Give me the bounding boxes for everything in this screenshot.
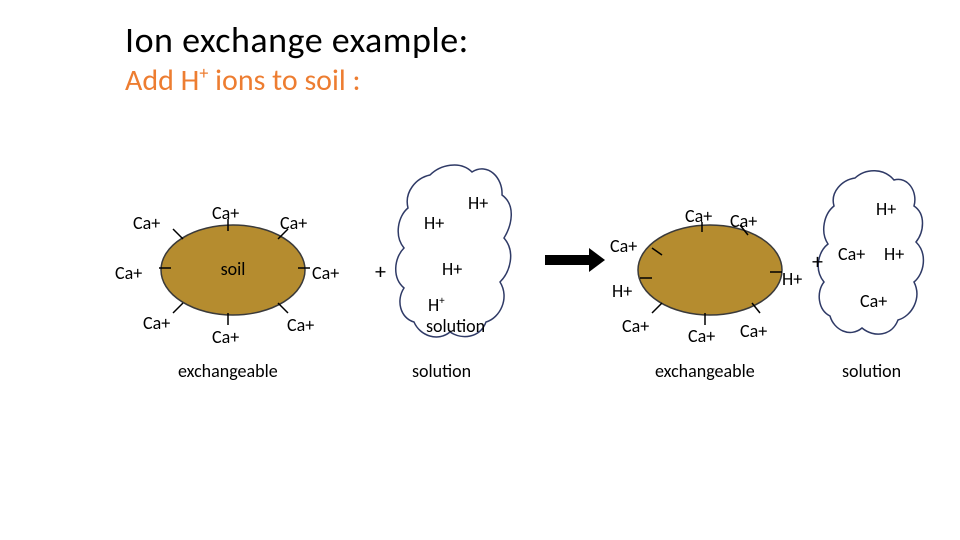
ion-label: H+ — [876, 198, 896, 220]
solution-blob-left — [396, 165, 512, 337]
ion-label: Ca+ — [838, 243, 865, 265]
soil-center-label-left: soil — [221, 258, 246, 280]
ion-label: H+ — [468, 192, 488, 214]
ion-label: H+ — [424, 212, 444, 234]
page-title: Ion exchange example: — [125, 18, 469, 62]
ion-label: H+ — [442, 258, 462, 280]
ion-label: Ca+ — [622, 315, 649, 337]
ion-label: H+ — [428, 294, 445, 316]
blob-caption-right: solution — [842, 360, 901, 382]
soil-ellipse-left — [161, 225, 305, 315]
ion-label: Ca+ — [688, 325, 715, 347]
reaction-arrow — [545, 248, 605, 272]
ion-label: Ca+ — [212, 326, 239, 348]
ion-tick — [652, 248, 662, 255]
ion-label: Ca+ — [740, 320, 767, 342]
ion-label: H+ — [612, 280, 632, 302]
ion-label: Ca+ — [685, 205, 712, 227]
ion-tick — [278, 303, 288, 313]
ion-tick — [652, 303, 662, 313]
blob-inner-label-left: solution — [426, 315, 485, 337]
plus-sign: + — [375, 258, 386, 285]
ion-label: Ca+ — [287, 314, 314, 336]
ion-label: Ca+ — [730, 210, 757, 232]
ion-label: Ca+ — [133, 212, 160, 234]
soil-caption-left: exchangeable — [178, 360, 278, 382]
soil-ellipse-right — [638, 225, 782, 315]
ion-label: Ca+ — [212, 202, 239, 224]
ion-tick — [173, 303, 183, 313]
plus-sign: + — [812, 248, 823, 275]
ion-label: H+ — [884, 243, 904, 265]
ion-tick — [173, 229, 183, 239]
ion-label: Ca+ — [312, 262, 339, 284]
ion-label: H+ — [782, 268, 802, 290]
ion-label: Ca+ — [610, 235, 637, 257]
soil-caption-right: exchangeable — [655, 360, 755, 382]
ion-label: Ca+ — [143, 312, 170, 334]
ion-label: Ca+ — [115, 262, 142, 284]
ion-label: Ca+ — [860, 290, 887, 312]
ion-label: Ca+ — [280, 212, 307, 234]
page-subtitle: Add H+ ions to soil : — [125, 62, 361, 99]
blob-caption-left: solution — [412, 360, 471, 382]
ion-tick — [752, 303, 760, 313]
